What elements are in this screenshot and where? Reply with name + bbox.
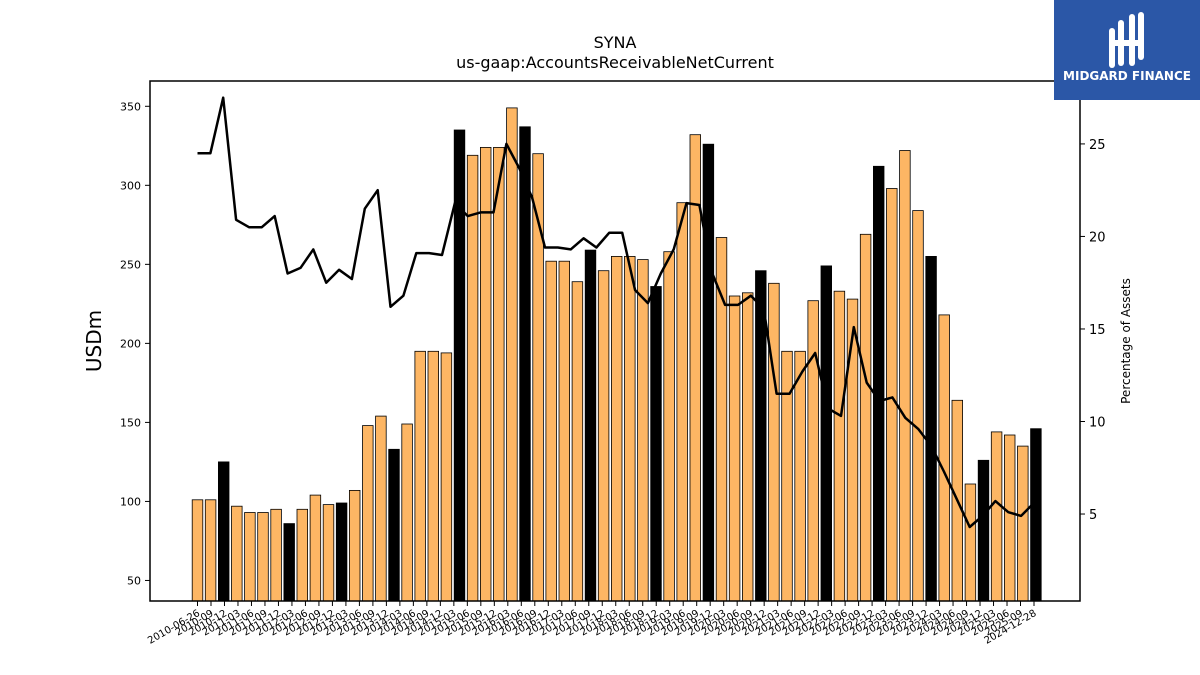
bar — [322, 504, 335, 602]
y2-tick-label: 15 — [1089, 323, 1106, 338]
y2-tick-label: 20 — [1089, 230, 1106, 245]
y-tick-label: 150 — [120, 416, 141, 429]
bar — [584, 249, 597, 602]
bar — [414, 350, 426, 602]
x-axis: 2010-06-262010-092010-122011-032011-0620… — [146, 601, 1039, 647]
bar — [611, 255, 623, 602]
bar-series — [191, 107, 1042, 602]
bar — [833, 290, 846, 602]
bar — [375, 415, 387, 602]
bar — [597, 270, 610, 602]
bar — [925, 255, 937, 602]
chart-subtitle: us-gaap:AccountsReceivableNetCurrent — [456, 53, 774, 72]
y-axis-left: 50 100 150 200 250 300 350 — [120, 100, 150, 587]
bar — [873, 165, 885, 602]
bar — [990, 431, 1003, 602]
bar — [296, 508, 309, 602]
bar — [977, 459, 990, 602]
y-tick-label: 250 — [120, 258, 141, 271]
bar — [912, 210, 924, 602]
y2-axis-label: Percentage of Assets — [1119, 278, 1133, 404]
chart-title: SYNA — [594, 33, 637, 52]
bar — [794, 350, 806, 602]
y2-tick-label: 10 — [1089, 415, 1106, 430]
y-tick-label: 350 — [120, 100, 141, 113]
bar — [545, 260, 557, 602]
bar — [283, 523, 295, 602]
bar — [231, 505, 243, 602]
midgard-finance-logo: MIDGARD FINANCE — [1054, 0, 1200, 100]
logo-text: MIDGARD FINANCE — [1063, 69, 1191, 83]
bar — [715, 237, 728, 602]
bar — [650, 286, 662, 602]
bar — [257, 512, 269, 602]
bar — [964, 483, 977, 602]
bar — [217, 461, 230, 602]
bar — [1017, 445, 1029, 602]
bar — [440, 352, 453, 602]
bar — [244, 512, 256, 602]
y2-tick-label: 5 — [1089, 508, 1097, 523]
bar — [624, 255, 636, 602]
y-tick-label: 50 — [127, 574, 141, 587]
bar — [493, 146, 505, 602]
bar — [676, 202, 688, 602]
bar — [663, 251, 675, 602]
bar — [859, 233, 872, 602]
y-axis-right: 5 10 15 20 25 — [1080, 138, 1106, 523]
bar — [453, 129, 466, 602]
bar — [348, 489, 361, 602]
bar — [466, 154, 479, 602]
plot-frame — [149, 80, 1081, 602]
bar — [820, 265, 833, 602]
bar — [886, 188, 898, 602]
bar — [427, 350, 440, 602]
bar — [335, 502, 348, 602]
bar — [362, 425, 374, 602]
y-tick-label: 300 — [120, 179, 141, 192]
percentage-line — [197, 96, 1035, 529]
bar — [558, 260, 571, 602]
bar — [401, 423, 413, 602]
y-tick-label: 100 — [120, 495, 141, 508]
bar — [742, 292, 754, 602]
bar — [807, 300, 819, 602]
bar — [388, 448, 400, 602]
bar — [506, 107, 518, 602]
bar — [899, 150, 911, 602]
bar — [571, 281, 584, 602]
bar — [479, 146, 492, 602]
bar — [1030, 428, 1042, 602]
bar — [191, 499, 204, 602]
bar — [270, 508, 282, 602]
bar — [938, 314, 950, 602]
bar — [702, 143, 715, 602]
bar — [309, 494, 322, 602]
midgard-logo-icon — [1109, 12, 1144, 68]
bar — [637, 259, 649, 602]
percentage-line-series — [197, 96, 1035, 529]
y-tick-label: 200 — [120, 337, 141, 350]
y2-tick-label: 25 — [1089, 138, 1106, 153]
bar — [728, 295, 741, 602]
bar — [1004, 434, 1016, 602]
y-axis-label: USDm — [82, 310, 106, 372]
bar — [204, 499, 217, 602]
bar — [768, 282, 780, 602]
bar — [519, 126, 531, 602]
bar — [781, 350, 793, 602]
